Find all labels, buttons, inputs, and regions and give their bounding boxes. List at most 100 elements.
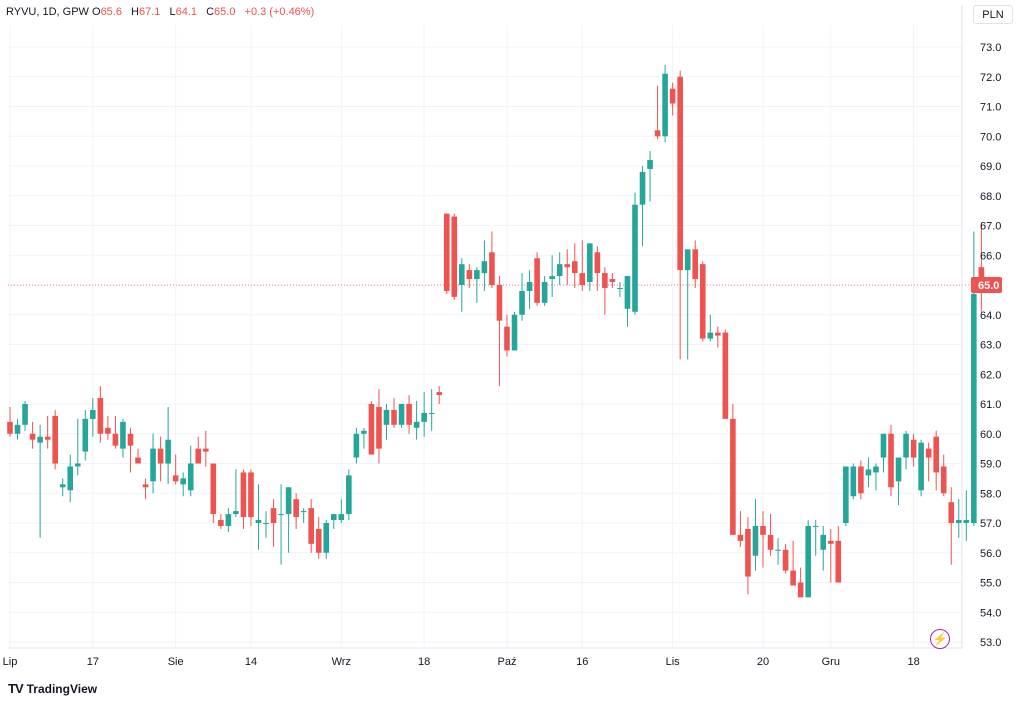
candle-body bbox=[820, 534, 827, 550]
candle-body bbox=[730, 418, 736, 535]
candle-body bbox=[22, 404, 28, 425]
candle bbox=[918, 439, 924, 497]
candle bbox=[662, 64, 668, 143]
candle-body bbox=[233, 511, 239, 515]
candle bbox=[609, 273, 616, 288]
candle-body bbox=[526, 282, 533, 291]
candle-body bbox=[59, 484, 66, 488]
candle-body bbox=[760, 525, 766, 535]
candle-body bbox=[82, 418, 89, 452]
candle bbox=[22, 401, 28, 431]
candle-body bbox=[850, 466, 857, 497]
candle bbox=[850, 463, 857, 500]
candle bbox=[699, 261, 706, 342]
x-tick-label: Lis bbox=[666, 656, 681, 668]
candle-body bbox=[346, 475, 352, 515]
candle-body bbox=[248, 472, 254, 518]
candle bbox=[270, 499, 277, 547]
candle-body bbox=[14, 424, 21, 434]
candle bbox=[120, 418, 126, 458]
candle-body bbox=[368, 404, 375, 455]
time-axis: Lip 17 Sie 14 Wrz 18 Paź 16 Lis 20 Gru 18 bbox=[3, 647, 962, 668]
candle-body bbox=[617, 287, 623, 289]
candle bbox=[127, 427, 134, 473]
candle bbox=[7, 406, 13, 437]
candle-body bbox=[459, 264, 465, 285]
symbol-legend: RYVU, 1D, GPW O65.6 H67.1 L64.1 C65.0 +0… bbox=[6, 6, 320, 18]
y-tick-label: 60.0 bbox=[980, 429, 1001, 441]
candle-body bbox=[391, 409, 397, 425]
candle-body bbox=[556, 264, 563, 277]
candle bbox=[248, 469, 254, 526]
chart-grid bbox=[8, 25, 962, 648]
candle bbox=[172, 454, 179, 485]
candle-body bbox=[978, 267, 985, 285]
candle bbox=[225, 508, 232, 532]
candle-body bbox=[699, 264, 706, 339]
candle-body bbox=[684, 249, 691, 271]
candle-body bbox=[812, 525, 819, 527]
x-tick-label: 20 bbox=[757, 656, 769, 668]
candle bbox=[135, 448, 141, 464]
candle bbox=[692, 240, 699, 288]
candle-body bbox=[361, 430, 367, 434]
y-tick-label: 59.0 bbox=[980, 459, 1001, 471]
candle bbox=[240, 469, 247, 529]
candle bbox=[489, 231, 495, 288]
low-value: 64.1 bbox=[175, 6, 198, 18]
candle-body bbox=[594, 252, 601, 274]
candle bbox=[858, 460, 864, 500]
candle bbox=[82, 409, 89, 461]
candle bbox=[534, 252, 540, 306]
y-tick-label: 73.0 bbox=[980, 42, 1001, 54]
y-tick-label: 72.0 bbox=[980, 72, 1001, 84]
candle bbox=[428, 389, 435, 431]
candle-body bbox=[858, 466, 864, 494]
candle bbox=[526, 270, 533, 309]
candle bbox=[285, 487, 292, 553]
y-tick-label: 68.0 bbox=[980, 191, 1001, 203]
candle-body bbox=[534, 258, 540, 303]
x-tick-label: 18 bbox=[418, 656, 430, 668]
candle bbox=[59, 478, 66, 497]
alert-bolt-icon[interactable]: ⚡ bbox=[930, 629, 950, 649]
candle bbox=[549, 255, 555, 297]
candle-body bbox=[579, 273, 586, 285]
candle bbox=[587, 243, 593, 291]
candle bbox=[790, 540, 796, 586]
candle-body bbox=[413, 421, 420, 428]
candle bbox=[910, 433, 917, 467]
candle-body bbox=[707, 332, 714, 339]
y-tick-label: 56.0 bbox=[980, 548, 1001, 560]
y-tick-label: 66.0 bbox=[980, 250, 1001, 262]
candle bbox=[827, 528, 834, 583]
candle-body bbox=[865, 469, 872, 476]
candle-body bbox=[270, 508, 277, 523]
price-axis: 53.0 54.0 55.0 56.0 57.0 58.0 59.0 60.0 61.0 62.0… bbox=[961, 5, 1002, 649]
candle bbox=[142, 478, 149, 500]
candle-body bbox=[609, 279, 616, 283]
candle-body bbox=[632, 204, 638, 312]
candle bbox=[481, 240, 488, 291]
candle bbox=[843, 466, 849, 526]
candle bbox=[669, 82, 676, 116]
candle bbox=[895, 457, 902, 506]
candle-body bbox=[278, 514, 284, 516]
tradingview-brand[interactable]: TV TradingView bbox=[8, 681, 97, 696]
candle-body bbox=[44, 436, 51, 440]
candle-body bbox=[165, 439, 171, 464]
currency-button[interactable]: PLN bbox=[973, 5, 1013, 24]
open-value: 65.6 bbox=[100, 6, 122, 18]
y-tick-label: 62.0 bbox=[980, 369, 1001, 381]
candle-body bbox=[240, 472, 247, 518]
candle bbox=[933, 430, 939, 491]
candle-body bbox=[918, 442, 924, 491]
candle-body bbox=[587, 243, 593, 283]
candle-body bbox=[963, 520, 970, 523]
candle-body bbox=[895, 457, 902, 482]
candle bbox=[639, 166, 646, 247]
candle-body bbox=[504, 326, 510, 351]
candle bbox=[195, 436, 202, 464]
candle bbox=[436, 386, 443, 404]
